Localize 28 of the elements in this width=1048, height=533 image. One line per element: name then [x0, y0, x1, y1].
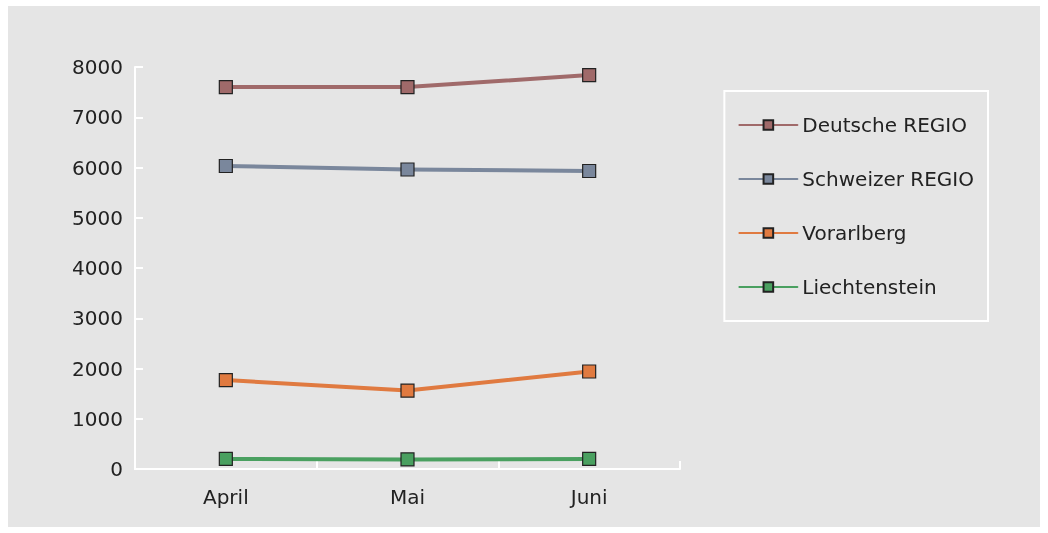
y-tick-label: 3000: [72, 306, 123, 331]
x-tick-label: Juni: [568, 485, 608, 509]
legend-label: Liechtenstein: [802, 275, 937, 299]
legend-label: Vorarlberg: [802, 221, 907, 245]
y-tick-label: 0: [110, 457, 123, 481]
point: [400, 80, 415, 95]
x-tick-label: Mai: [389, 485, 426, 509]
x-tick-label: April: [202, 485, 249, 509]
point: [582, 364, 597, 379]
point: [218, 372, 233, 388]
legend-label: Schweizer REGIO: [802, 167, 974, 191]
point: [218, 80, 233, 95]
y-tick-label: 4000: [72, 256, 123, 280]
legend-label: Deutsche REGIO: [802, 113, 968, 137]
point: [400, 452, 415, 467]
point: [582, 163, 597, 179]
y-tick-label: 1000: [72, 406, 123, 431]
point: [218, 158, 233, 174]
point: [582, 451, 597, 467]
y-tick-label: 2000: [72, 356, 123, 381]
point: [400, 383, 415, 398]
point: [400, 162, 415, 177]
point: [218, 451, 233, 467]
y-tick-label: 6000: [72, 155, 123, 180]
y-tick-label: 5000: [72, 205, 123, 230]
y-tick-label: 7000: [72, 105, 123, 130]
point: [582, 67, 597, 83]
y-tick-label: 8000: [72, 55, 123, 79]
